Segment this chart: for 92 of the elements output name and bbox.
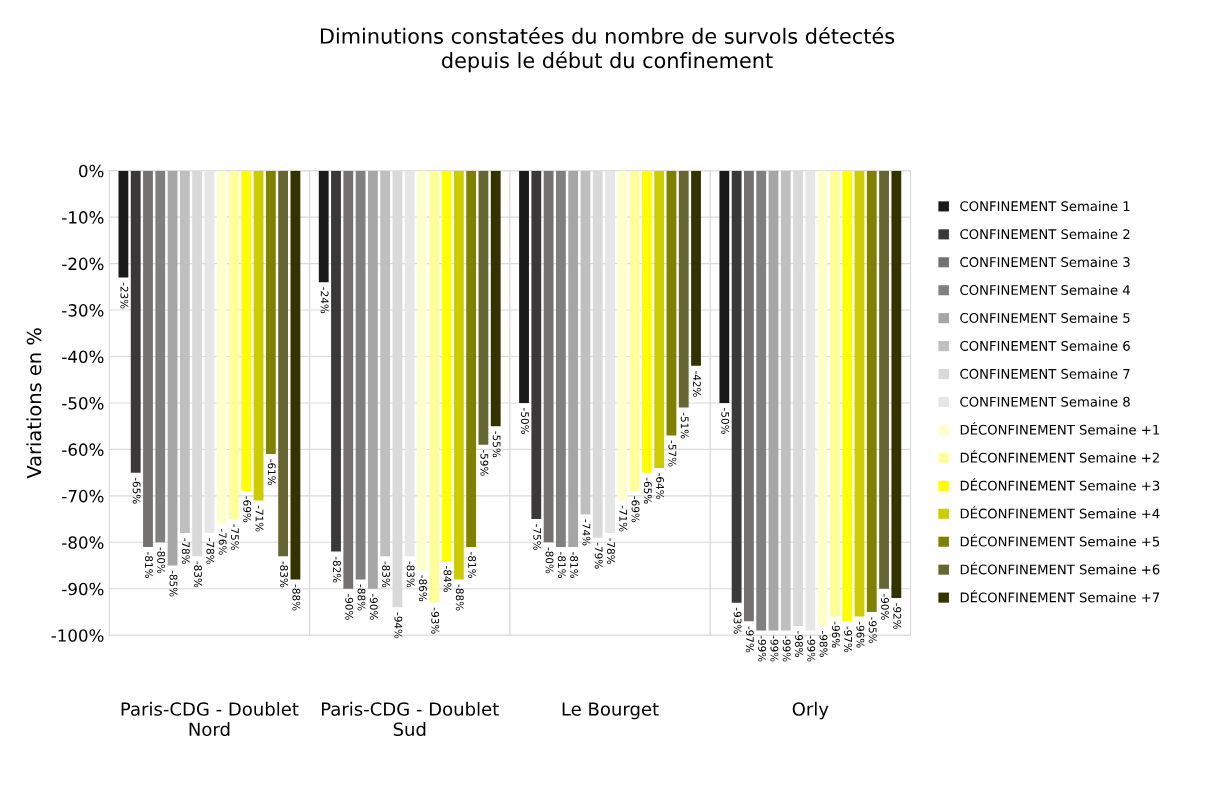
legend-label: CONFINEMENT Semaine 7 — [960, 368, 1130, 379]
data-label: -80% — [157, 547, 166, 574]
legend-label: CONFINEMENT Semaine 8 — [960, 396, 1130, 407]
data-label: -74% — [582, 519, 591, 546]
data-label: -90% — [345, 593, 354, 620]
x-tick-label: Paris-CDG - Doublet Nord — [121, 701, 299, 737]
x-tick-label: Le Bourget — [562, 702, 659, 720]
data-label: -71% — [255, 505, 264, 532]
data-label: -65% — [643, 477, 652, 504]
data-label: -95% — [868, 617, 877, 643]
legend-label: CONFINEMENT Semaine 4 — [960, 284, 1130, 296]
data-label: -42% — [693, 370, 701, 397]
data-label: -97% — [745, 626, 754, 653]
data-label: -59% — [480, 449, 489, 476]
data-label: -93% — [733, 607, 742, 634]
data-label: -71% — [619, 505, 628, 532]
data-label: -90% — [881, 593, 889, 620]
legend-label: DÉCONFINEMENT Semaine +2 — [960, 450, 1159, 463]
y-tick-label: -80% — [62, 536, 104, 549]
data-label: -81% — [144, 552, 153, 578]
data-label: -82% — [332, 556, 341, 583]
data-label: -24% — [320, 287, 329, 314]
data-label: -69% — [631, 496, 640, 523]
data-label: -98% — [819, 631, 828, 657]
data-label: -81% — [557, 552, 566, 578]
data-label: -64% — [656, 473, 665, 499]
data-label: -98% — [795, 631, 803, 657]
legend-label: DÉCONFINEMENT Semaine +3 — [960, 478, 1160, 491]
legend-label: DÉCONFINEMENT Semaine +1 — [960, 422, 1160, 435]
data-label: -57% — [668, 440, 677, 467]
data-label: -99% — [770, 635, 779, 662]
data-label: -78% — [181, 538, 190, 564]
data-label: -23% — [120, 282, 129, 309]
data-label: -83% — [280, 561, 288, 588]
legend-label: CONFINEMENT Semaine 2 — [960, 228, 1130, 240]
data-label: -92% — [893, 603, 902, 630]
data-label: -90% — [369, 593, 378, 620]
legend-label: DÉCONFINEMENT Semaine +6 — [960, 562, 1160, 575]
data-label: -50% — [521, 408, 529, 434]
data-label: -75% — [230, 524, 239, 551]
y-tick-label: -70% — [62, 489, 104, 503]
data-label: -88% — [455, 584, 464, 611]
data-label: -69% — [243, 496, 252, 523]
data-label: -55% — [492, 431, 501, 458]
y-axis-title: Variations en % — [26, 328, 42, 479]
legend-label: DÉCONFINEMENT Semaine +7 — [960, 589, 1160, 603]
y-tick-label: -100% — [51, 629, 104, 642]
y-tick-label: -40% — [62, 350, 104, 364]
y-tick-label: -50% — [62, 396, 104, 410]
x-tick-label: Paris-CDG - Doublet Sud — [321, 701, 499, 737]
y-tick-label: -90% — [62, 582, 104, 596]
data-label: -81% — [468, 552, 477, 578]
legend-label: CONFINEMENT Semaine 1 — [960, 200, 1130, 212]
data-label: -93% — [431, 607, 440, 634]
y-tick-label: 0% — [79, 164, 104, 178]
data-label: -94% — [394, 612, 403, 639]
data-label: -65% — [132, 477, 141, 504]
legend-label: CONFINEMENT Semaine 3 — [960, 256, 1130, 268]
data-label: -86% — [418, 575, 427, 602]
data-label: -78% — [607, 538, 615, 564]
y-tick-label: -20% — [62, 257, 104, 271]
data-label: -99% — [782, 635, 791, 662]
data-label: -79% — [594, 542, 603, 569]
data-label: -50% — [721, 408, 730, 434]
data-label: -88% — [357, 584, 366, 611]
data-label: -84% — [443, 566, 452, 592]
data-label: -99% — [758, 635, 767, 662]
data-label: -85% — [169, 570, 178, 597]
y-tick-label: -60% — [62, 443, 104, 456]
data-label: -97% — [844, 626, 853, 653]
data-label: -83% — [406, 561, 415, 588]
data-label: -75% — [533, 524, 542, 551]
data-label: -96% — [831, 621, 840, 648]
legend-label: CONFINEMENT Semaine 6 — [960, 340, 1130, 351]
legend-label: DÉCONFINEMENT Semaine +4 — [960, 506, 1160, 519]
data-label: -96% — [856, 621, 865, 648]
data-label: -88% — [292, 584, 301, 611]
data-label: -83% — [382, 561, 391, 588]
y-tick-label: -10% — [62, 211, 104, 224]
x-tick-label: Orly — [792, 701, 829, 720]
data-label: -78% — [206, 538, 215, 564]
data-label: -61% — [267, 459, 276, 486]
y-tick-label: -30% — [62, 304, 104, 317]
data-label: -76% — [218, 528, 227, 555]
legend-label: DÉCONFINEMENT Semaine +5 — [960, 534, 1160, 547]
data-label: -80% — [545, 547, 554, 574]
chart-title: Diminutions constatées du nombre de survols détectés depuis le début du confinement — [320, 26, 895, 73]
data-label: -81% — [570, 552, 579, 578]
legend-label: CONFINEMENT Semaine 5 — [960, 312, 1130, 323]
data-label: -51% — [680, 412, 689, 439]
data-label: -99% — [807, 635, 816, 662]
data-label: -83% — [194, 561, 202, 588]
